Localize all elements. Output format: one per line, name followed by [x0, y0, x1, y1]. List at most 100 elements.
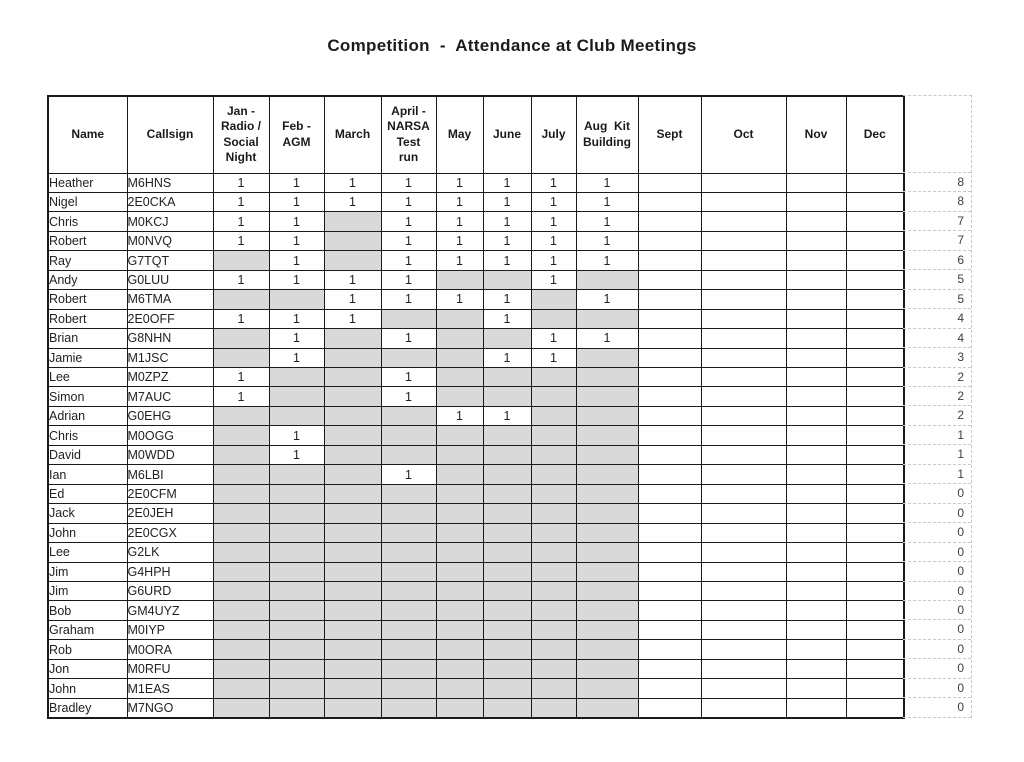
- future-month-cell: [637, 172, 702, 193]
- month-cell: [575, 425, 639, 446]
- month-cell: [482, 619, 532, 641]
- month-cell: [530, 483, 577, 505]
- table-row: Ray G7TQT 1 1 1 1 1 1: [47, 250, 905, 271]
- month-cell: [268, 464, 325, 485]
- month-cell: [530, 639, 577, 660]
- month-cell: 1: [380, 269, 437, 291]
- future-month-cell: [700, 269, 787, 291]
- future-month-cell: [785, 464, 847, 485]
- row-total: 7: [903, 212, 971, 232]
- month-cell: [530, 425, 577, 446]
- callsign-cell: G0EHG: [126, 405, 214, 427]
- table-row: Ed 2E0CFM: [47, 483, 905, 505]
- month-cell: [212, 600, 270, 621]
- name-cell: Simon: [47, 386, 128, 407]
- month-cell: [435, 658, 484, 680]
- month-cell: 1: [380, 191, 437, 213]
- future-month-cell: [637, 503, 702, 524]
- month-cell: 1: [530, 250, 577, 271]
- name-cell: Graham: [47, 619, 128, 641]
- future-month-cell: [785, 483, 847, 505]
- future-month-cell: [785, 405, 847, 427]
- month-cell: [212, 250, 270, 271]
- month-cell: [380, 600, 437, 621]
- future-month-cell: [845, 600, 905, 621]
- callsign-cell: M0IYP: [126, 619, 214, 641]
- month-cell: [482, 600, 532, 621]
- row-total: 6: [903, 251, 971, 271]
- month-cell: [380, 503, 437, 524]
- table-row: Jack 2E0JEH: [47, 503, 905, 524]
- month-cell: [212, 619, 270, 641]
- month-cell: [212, 483, 270, 505]
- month-cell: [323, 542, 382, 563]
- month-cell: 1: [268, 191, 325, 213]
- table-row: John 2E0CGX: [47, 522, 905, 544]
- callsign-cell: G2LK: [126, 542, 214, 563]
- month-cell: [530, 444, 577, 466]
- month-cell: 1: [212, 269, 270, 291]
- month-cell: 1: [575, 211, 639, 232]
- future-month-cell: [637, 328, 702, 349]
- name-cell: Bob: [47, 600, 128, 621]
- month-cell: 1: [212, 367, 270, 388]
- month-cell: [530, 600, 577, 621]
- month-cell: 1: [212, 211, 270, 232]
- future-month-cell: [700, 522, 787, 544]
- month-cell: [323, 444, 382, 466]
- month-cell: [435, 386, 484, 407]
- month-cell: 1: [323, 191, 382, 213]
- future-month-cell: [700, 211, 787, 232]
- future-month-cell: [845, 639, 905, 660]
- future-month-cell: [845, 328, 905, 349]
- future-month-cell: [637, 250, 702, 271]
- future-month-cell: [637, 619, 702, 641]
- table-row: Adrian G0EHG 1 1: [47, 405, 905, 427]
- future-month-cell: [700, 600, 787, 621]
- future-month-cell: [637, 522, 702, 544]
- month-cell: [530, 697, 577, 719]
- row-total: 2: [903, 368, 971, 387]
- month-cell: 1: [212, 386, 270, 407]
- month-cell: 1: [323, 172, 382, 193]
- month-cell: [268, 405, 325, 427]
- month-cell: 1: [212, 230, 270, 252]
- header-feb: Feb - AGM: [268, 95, 325, 174]
- month-cell: [380, 347, 437, 369]
- month-cell: [380, 425, 437, 446]
- month-cell: 1: [323, 289, 382, 310]
- future-month-cell: [637, 483, 702, 505]
- name-cell: Nigel: [47, 191, 128, 213]
- table-body: Heather M6HNS 1 1 1 1 1 1 1 1 Nigel 2E0CKA 1 1 1 1 1 1 1 1 C…: [47, 172, 905, 719]
- month-cell: [380, 308, 437, 330]
- header-aug: Aug Kit Building: [575, 95, 639, 174]
- table-row: Jim G4HPH: [47, 561, 905, 583]
- month-cell: [323, 328, 382, 349]
- future-month-cell: [700, 386, 787, 407]
- month-cell: [482, 464, 532, 485]
- future-month-cell: [785, 308, 847, 330]
- future-month-cell: [845, 697, 905, 719]
- header-row: Name Callsign Jan - Radio / Social Night…: [47, 95, 905, 174]
- future-month-cell: [785, 581, 847, 602]
- month-cell: [435, 639, 484, 660]
- month-cell: [323, 678, 382, 699]
- row-total: 0: [903, 640, 971, 660]
- future-month-cell: [785, 289, 847, 310]
- month-cell: [323, 619, 382, 641]
- table-row: Robert 2E0OFF 1 1 1 1: [47, 308, 905, 330]
- row-total: 0: [903, 484, 971, 504]
- month-cell: [380, 405, 437, 427]
- month-cell: [530, 503, 577, 524]
- callsign-cell: M0WDD: [126, 444, 214, 466]
- month-cell: [323, 697, 382, 719]
- table-row: David M0WDD 1: [47, 444, 905, 466]
- month-cell: [323, 405, 382, 427]
- future-month-cell: [785, 230, 847, 252]
- future-month-cell: [845, 289, 905, 310]
- month-cell: 1: [380, 172, 437, 193]
- name-cell: Jack: [47, 503, 128, 524]
- future-month-cell: [785, 269, 847, 291]
- future-month-cell: [700, 444, 787, 466]
